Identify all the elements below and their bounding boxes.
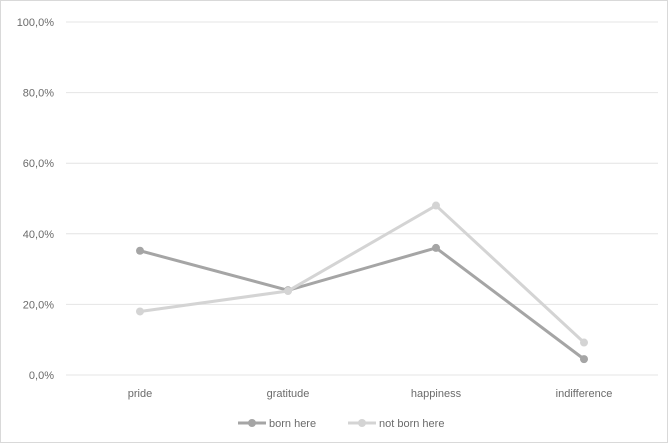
- y-tick-label: 100,0%: [17, 17, 55, 29]
- data-point: [136, 246, 144, 255]
- x-tick-label: indifference: [556, 388, 613, 400]
- x-tick-label: gratitude: [267, 388, 310, 400]
- y-tick-label: 60,0%: [23, 158, 54, 170]
- legend-label-2: not born here: [379, 418, 444, 430]
- legend-marker-1: [248, 419, 256, 427]
- series-line-1: [138, 246, 586, 361]
- x-tick-label: happiness: [411, 388, 462, 400]
- y-tick-label: 40,0%: [23, 229, 54, 241]
- data-point: [284, 286, 292, 295]
- y-tick-label: 80,0%: [23, 88, 54, 100]
- x-tick-label: pride: [128, 388, 152, 400]
- data-point: [580, 338, 588, 347]
- series-line-2: [138, 204, 586, 345]
- data-point: [432, 243, 440, 252]
- legend-marker-2: [358, 419, 366, 427]
- data-point: [580, 355, 588, 364]
- data-point: [432, 201, 440, 210]
- y-tick-label: 20,0%: [23, 299, 54, 311]
- legend-label-1: born here: [269, 418, 316, 430]
- y-tick-label: 0,0%: [29, 370, 54, 382]
- data-point: [136, 307, 144, 316]
